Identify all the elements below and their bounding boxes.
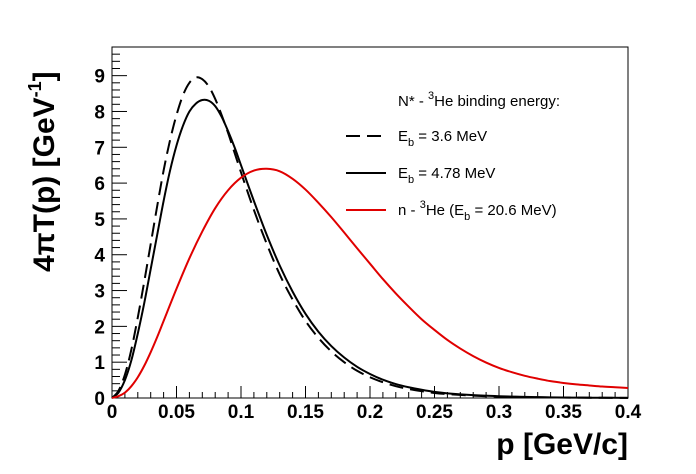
x-tick-label: 0.05 [158, 402, 195, 423]
y-tick-label: 2 [94, 317, 105, 338]
y-axis-title-sup: -1 [25, 81, 45, 97]
y-tick-label: 3 [94, 282, 105, 303]
legend-entry-3-6-suffix: = 3.6 MeV [414, 128, 487, 145]
y-tick-label: 1 [94, 353, 105, 374]
x-axis-title: p [GeV/c] [496, 428, 628, 461]
legend-title: N* - 3He binding energy: [398, 90, 560, 110]
y-tick-label: 5 [94, 210, 105, 231]
x-tick-label: 0.3 [486, 402, 512, 423]
x-tick-label: 0.25 [416, 402, 453, 423]
y-axis-title-close: ] [28, 71, 61, 81]
legend-entry-4-78-prefix: E [398, 165, 408, 182]
y-axis-tick-labels: 0 1 2 3 4 5 6 7 8 9 [94, 67, 105, 410]
legend-entry-3-6: Eb = 3.6 MeV [398, 128, 487, 149]
legend-title-suffix: He binding energy: [434, 93, 560, 110]
y-tick-label: 0 [94, 389, 105, 410]
legend-entry-4-78: Eb = 4.78 MeV [398, 165, 495, 186]
legend-title-prefix: N* - [398, 93, 428, 110]
y-axis-ticks [112, 53, 127, 399]
y-tick-label: 6 [94, 174, 105, 195]
y-tick-label: 4 [94, 246, 105, 267]
legend-entry-4-78-suffix: = 4.78 MeV [414, 165, 495, 182]
x-tick-label: 0 [107, 402, 118, 423]
x-tick-label: 0.1 [228, 402, 255, 423]
legend-entry-n-3he-mid: He (E [426, 202, 464, 219]
legend-entry-n-3he-sub: b [464, 211, 470, 223]
legend: N* - 3He binding energy: Eb = 3.6 MeV Eb… [346, 90, 560, 223]
x-tick-label: 0.15 [287, 402, 324, 423]
legend-entry-n-3he: n - 3He (Eb = 20.6 MeV) [398, 199, 557, 223]
legend-title-sup: 3 [428, 90, 434, 102]
legend-entry-4-78-sub: b [408, 174, 414, 186]
x-tick-label: 0.4 [615, 402, 642, 423]
legend-entry-n-3he-sup: 3 [420, 199, 426, 211]
y-tick-label: 9 [94, 67, 105, 88]
legend-entry-3-6-prefix: E [398, 128, 408, 145]
legend-entry-n-3he-suffix: = 20.6 MeV) [470, 202, 556, 219]
y-tick-label: 7 [94, 138, 105, 159]
y-axis-title: 4πT(p) [GeV-1] [25, 71, 61, 272]
curve-eb-4-78 [111, 98, 629, 399]
x-axis-ticks [111, 386, 629, 398]
curve-eb-3-6 [111, 76, 629, 399]
series-group [111, 76, 629, 399]
legend-entry-3-6-sub: b [408, 137, 414, 149]
x-axis-tick-labels: 0 0.05 0.1 0.15 0.2 0.25 0.3 0.35 0.4 [107, 402, 642, 423]
x-tick-label: 0.2 [357, 402, 383, 423]
y-tick-label: 8 [94, 102, 105, 123]
y-axis-title-main: 4πT(p) [GeV [28, 97, 61, 272]
legend-entry-n-3he-prefix: n - [398, 202, 420, 219]
x-tick-label: 0.35 [545, 402, 582, 423]
curve-n-3he [111, 167, 629, 399]
